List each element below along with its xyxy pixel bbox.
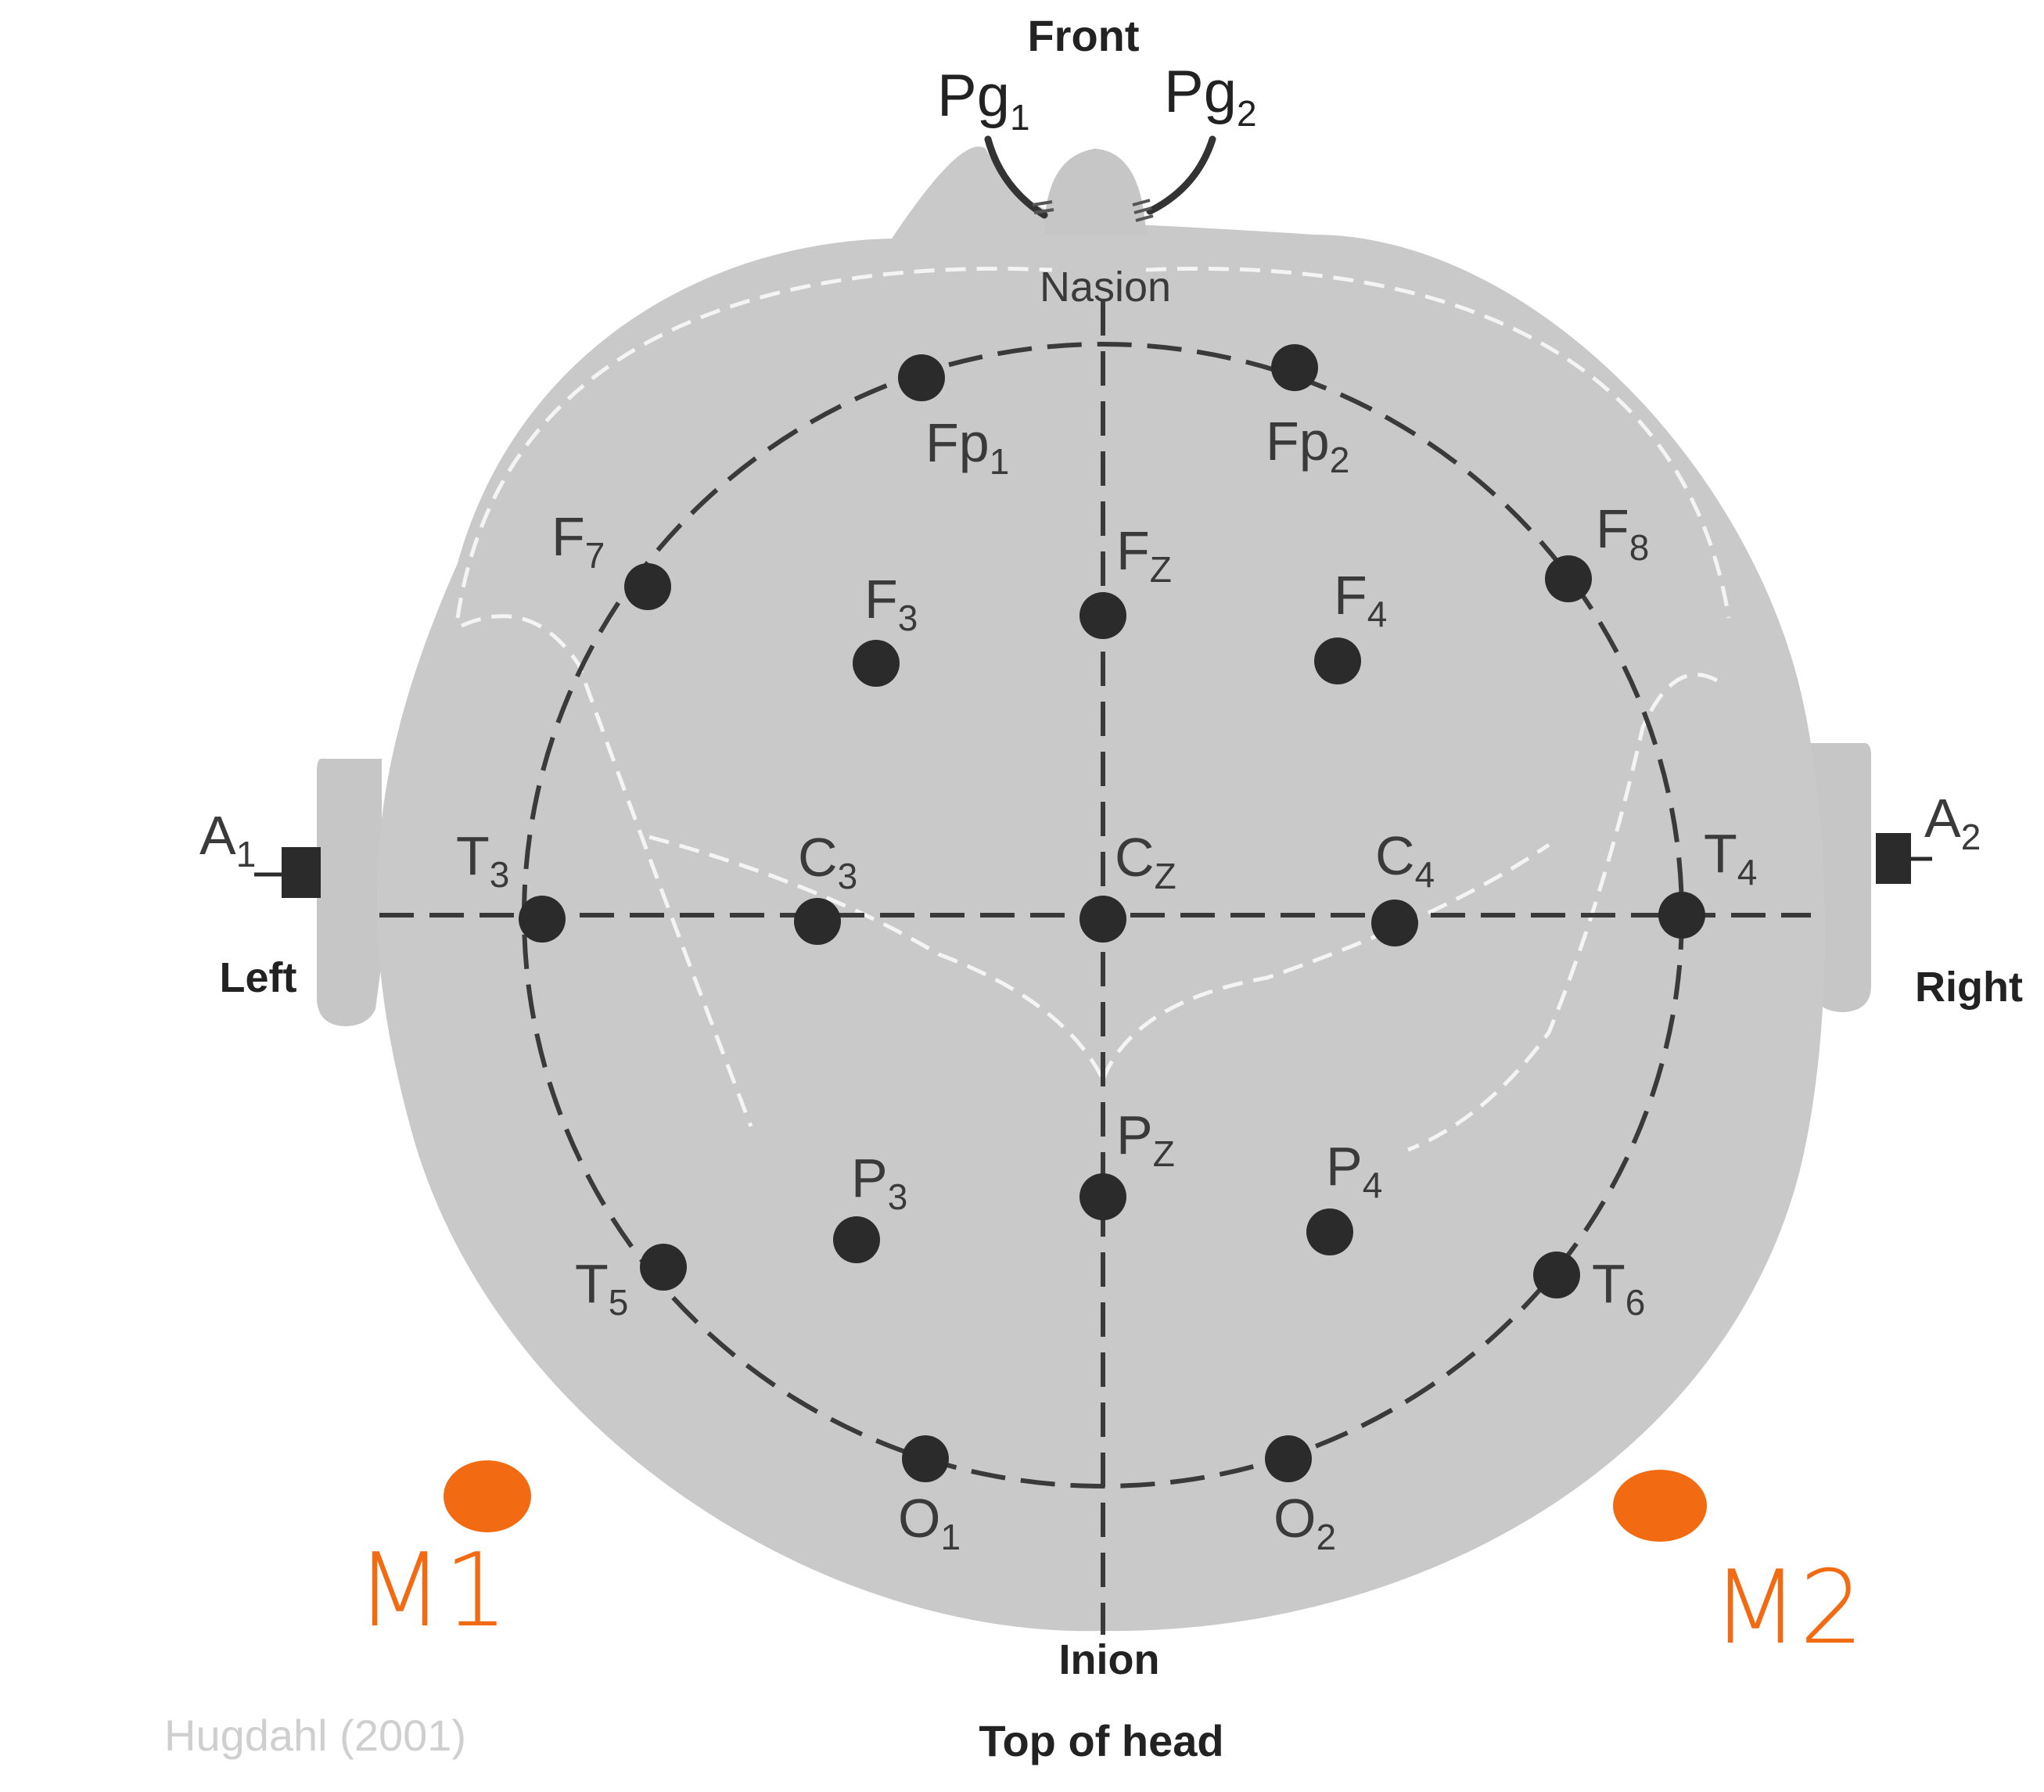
label-a2: A2 <box>1924 788 1981 857</box>
electrode-p4 <box>1306 1208 1353 1255</box>
head-outline <box>376 146 1825 1632</box>
electrode-o2 <box>1265 1435 1312 1482</box>
electrode-fz <box>1079 592 1126 639</box>
pg-sensors <box>1032 199 1154 222</box>
nose <box>1044 149 1146 235</box>
right-label: Right <box>1915 964 2023 1011</box>
front-label: Front <box>1027 11 1139 60</box>
label-a1: A1 <box>199 805 256 874</box>
electrode-t3 <box>519 896 566 943</box>
electrode-cz <box>1079 896 1126 943</box>
label-fp1: Fp1 <box>925 412 1009 482</box>
label-pz: PZ <box>1116 1104 1175 1174</box>
label-fp2: Fp2 <box>1266 411 1349 480</box>
electrode-labels: Pg1 Pg2 Fp1 Fp2 F7 F8 F3 FZ F4 A1 A2 T3 … <box>199 59 1981 1557</box>
label-c3: C3 <box>798 827 857 896</box>
electrode-f4 <box>1314 637 1361 684</box>
electrode-f7 <box>624 563 671 610</box>
label-f7: F7 <box>551 506 605 576</box>
m1-annotation: M1 <box>356 1531 508 1650</box>
m1-marker <box>444 1460 531 1532</box>
label-f3: F3 <box>864 569 918 638</box>
label-pg2: Pg2 <box>1164 59 1257 134</box>
label-t6: T6 <box>1592 1253 1645 1323</box>
a1-clip <box>254 847 321 898</box>
label-p3: P3 <box>851 1147 907 1217</box>
a2-clip <box>1876 833 1932 884</box>
label-p4: P4 <box>1326 1136 1382 1205</box>
electrode-t5 <box>640 1244 687 1291</box>
top-of-head-label: Top of head <box>979 1716 1223 1765</box>
m2-marker <box>1613 1470 1707 1542</box>
electrode-t4 <box>1658 892 1705 939</box>
inion-label: Inion <box>1059 1636 1160 1683</box>
electrode-c4 <box>1371 900 1418 946</box>
electrode-f3 <box>853 640 900 687</box>
label-fz: FZ <box>1116 520 1172 590</box>
electrode-f8 <box>1545 555 1592 602</box>
nasion-label: Nasion <box>1040 264 1171 311</box>
electrode-o1 <box>902 1435 949 1482</box>
electrode-t6 <box>1533 1252 1580 1298</box>
label-pg1: Pg1 <box>937 63 1030 138</box>
label-o2: O2 <box>1273 1488 1336 1557</box>
label-f8: F8 <box>1596 498 1649 568</box>
left-label: Left <box>220 954 297 1001</box>
electrode-fp1 <box>898 354 945 401</box>
pg-cables <box>984 135 1216 219</box>
label-t5: T5 <box>575 1253 628 1323</box>
label-t4: T4 <box>1704 823 1757 892</box>
electrode-fp2 <box>1271 344 1318 391</box>
m2-annotation: M2 <box>1712 1548 1864 1667</box>
electrode-dots <box>519 344 1705 1482</box>
electrode-pz <box>1079 1173 1126 1220</box>
label-t3: T3 <box>456 825 509 895</box>
label-cz: CZ <box>1115 827 1176 896</box>
electrode-c3 <box>794 898 841 945</box>
left-ear <box>317 759 382 1026</box>
credit-text: Hugdahl (2001) <box>164 1711 466 1760</box>
brain-contours <box>455 266 1731 1152</box>
label-o1: O1 <box>898 1488 961 1557</box>
label-c4: C4 <box>1375 825 1435 895</box>
electrode-p3 <box>833 1216 880 1263</box>
label-f4: F4 <box>1334 565 1387 634</box>
